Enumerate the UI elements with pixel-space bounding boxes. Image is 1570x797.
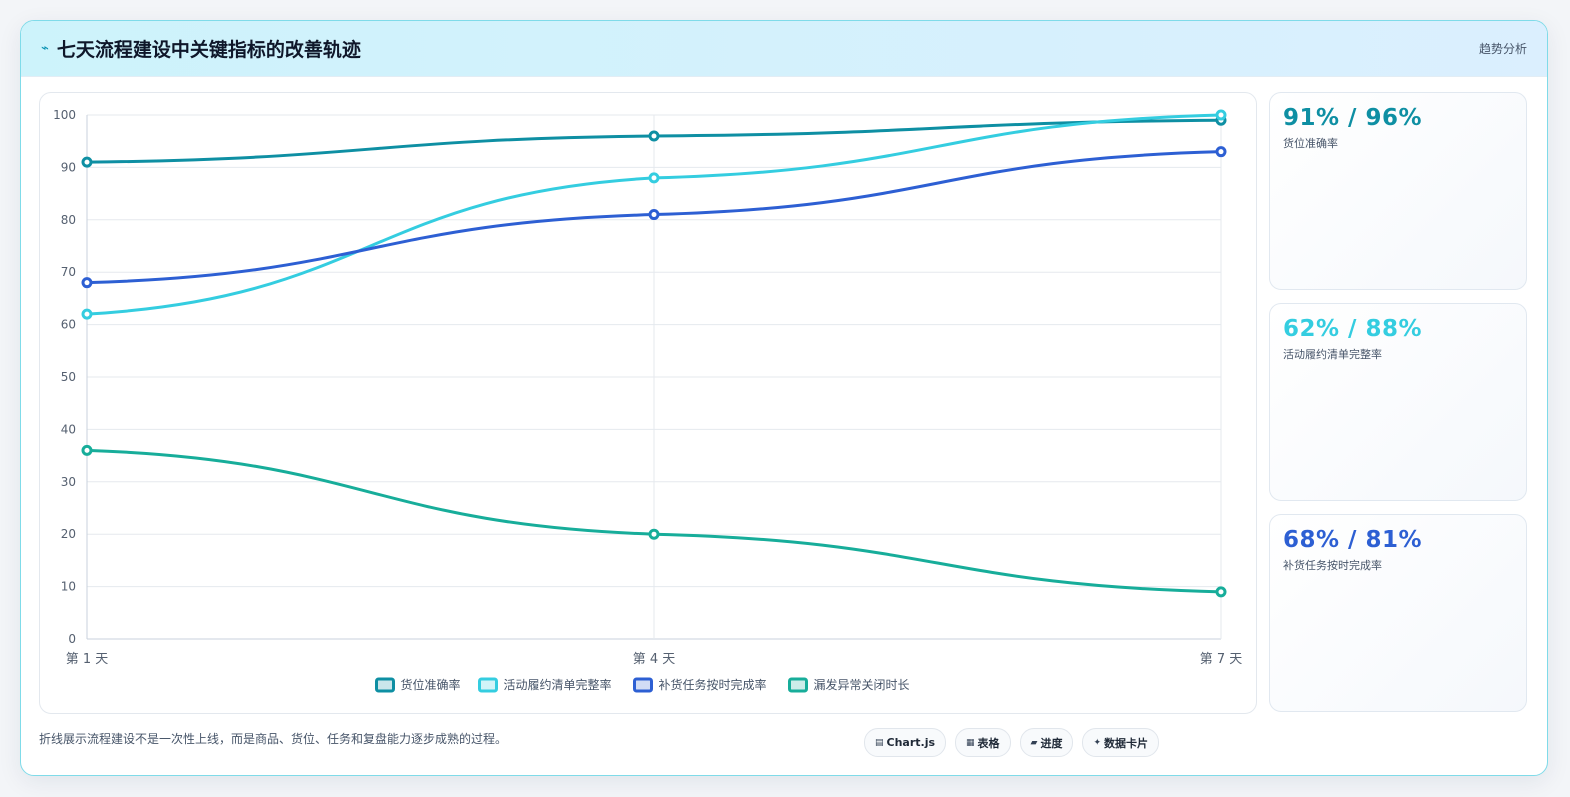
legend-label: 货位准确率 <box>401 677 461 692</box>
data-point <box>1215 109 1227 121</box>
data-point <box>648 528 660 540</box>
chip-data-cards[interactable]: ✦ 数据卡片 <box>1082 728 1160 757</box>
y-tick-label: 20 <box>61 527 76 541</box>
data-point <box>1215 586 1227 598</box>
tech-chips: ▤ Chart.js ▦ 表格 ▰ 进度 ✦ 数据卡片 <box>864 728 1160 757</box>
legend-label: 补货任务按时完成率 <box>659 677 767 692</box>
y-tick-label: 80 <box>61 213 76 227</box>
x-tick-label: 第 4 天 <box>633 652 676 667</box>
dashboard-card: ⌁ 七天流程建设中关键指标的改善轨迹 趋势分析 0 10 20 30 40 50 60 70 8… <box>20 20 1548 776</box>
card-header: ⌁ 七天流程建设中关键指标的改善轨迹 趋势分析 <box>21 21 1547 77</box>
chart-icon: ▤ <box>875 737 884 748</box>
data-point <box>648 172 660 184</box>
data-point <box>81 308 93 320</box>
data-point <box>648 209 660 221</box>
legend-swatch <box>478 677 498 693</box>
stat-label: 货位准确率 <box>1283 137 1338 150</box>
y-tick-label: 10 <box>61 580 76 594</box>
stat-label: 补货任务按时完成率 <box>1283 559 1382 572</box>
legend-swatch <box>633 677 653 693</box>
progress-icon: ▰ <box>1030 737 1038 748</box>
table-icon: ▦ <box>966 737 975 748</box>
line-chart: 0 10 20 30 40 50 60 70 80 90 100 第 1 天 第 4 天 第 7 天货位准… <box>53 108 1243 693</box>
sparkle-icon: ✦ <box>1093 737 1102 748</box>
x-tick-label: 第 1 天 <box>66 652 109 667</box>
stat-value: 68% / 81% <box>1283 527 1423 553</box>
data-point <box>81 156 93 168</box>
legend-label: 漏发异常关闭时长 <box>814 677 910 692</box>
data-point <box>81 444 93 456</box>
trend-analysis-tag[interactable]: 趋势分析 <box>1478 42 1527 56</box>
y-tick-label: 30 <box>61 475 76 489</box>
y-tick-label: 60 <box>61 318 76 332</box>
chip-chartjs[interactable]: ▤ Chart.js <box>864 728 947 757</box>
legend-label: 活动履约清单完整率 <box>504 677 612 692</box>
stat-value: 91% / 96% <box>1283 105 1423 131</box>
y-tick-label: 100 <box>53 108 76 122</box>
stat-card: 68% / 81% 补货任务按时完成率 <box>1269 514 1527 712</box>
chip-label: Chart.js <box>886 736 936 749</box>
data-point <box>648 130 660 142</box>
legend-swatch <box>375 677 395 693</box>
stat-card: 91% / 96% 货位准确率 <box>1269 92 1527 290</box>
y-tick-label: 50 <box>61 370 76 384</box>
footer-note: 折线展示流程建设不是一次性上线，而是商品、货位、任务和复盘能力逐步成熟的过程。 <box>39 732 508 746</box>
line-chart-panel: 0 10 20 30 40 50 60 70 80 90 100 第 1 天 第 4 天 第 7 天货位准… <box>39 92 1257 714</box>
chip-progress[interactable]: ▰ 进度 <box>1019 728 1074 757</box>
data-point <box>1215 146 1227 158</box>
y-tick-label: 70 <box>61 265 76 279</box>
y-tick-label: 0 <box>68 632 76 646</box>
chip-label: 进度 <box>1040 736 1063 750</box>
data-point <box>81 277 93 289</box>
legend-swatch <box>788 677 808 693</box>
y-tick-label: 90 <box>61 160 76 174</box>
stat-label: 活动履约清单完整率 <box>1283 348 1382 361</box>
chip-label: 数据卡片 <box>1104 736 1149 750</box>
stat-value: 62% / 88% <box>1283 316 1423 342</box>
stat-card: 62% / 88% 活动履约清单完整率 <box>1269 303 1527 501</box>
page-title: ⌁ 七天流程建设中关键指标的改善轨迹 <box>41 35 361 62</box>
chip-table[interactable]: ▦ 表格 <box>955 728 1011 757</box>
y-tick-label: 40 <box>61 422 76 436</box>
title-text: 七天流程建设中关键指标的改善轨迹 <box>56 39 361 61</box>
x-tick-label: 第 7 天 <box>1200 652 1243 667</box>
chip-label: 表格 <box>977 736 1000 750</box>
lightning-icon: ⌁ <box>41 41 49 56</box>
